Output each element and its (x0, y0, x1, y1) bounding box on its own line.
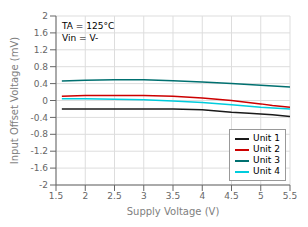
svg-text:1.5: 1.5 (49, 191, 63, 201)
svg-text:-1.2: -1.2 (30, 146, 48, 156)
svg-text:4: 4 (199, 191, 205, 201)
svg-text:-0.8: -0.8 (30, 129, 48, 139)
svg-text:1.2: 1.2 (34, 45, 48, 55)
svg-text:4.5: 4.5 (224, 191, 238, 201)
svg-text:Supply Voltage (V): Supply Voltage (V) (127, 206, 220, 217)
svg-text:3.5: 3.5 (166, 191, 180, 201)
svg-text:1.6: 1.6 (34, 28, 49, 38)
svg-text:-2: -2 (39, 180, 48, 190)
svg-text:2: 2 (82, 191, 88, 201)
svg-text:0: 0 (42, 96, 48, 106)
html-text:Vin = V-: Vin = V- (62, 33, 99, 43)
svg-text:5: 5 (258, 191, 264, 201)
html-text:Unit 2: Unit 2 (253, 144, 280, 154)
svg-text:0.4: 0.4 (34, 79, 49, 89)
svg-text:5.5: 5.5 (283, 191, 297, 201)
html-text:Unit 4: Unit 4 (253, 166, 280, 176)
svg-text:2: 2 (42, 11, 48, 21)
html-text:Unit 3: Unit 3 (253, 155, 280, 165)
svg-text:2.5: 2.5 (107, 191, 121, 201)
svg-text:0.8: 0.8 (34, 62, 49, 72)
svg-text:-0.4: -0.4 (30, 113, 48, 123)
svg-text:-1.6: -1.6 (30, 163, 48, 173)
html-text:Unit 1: Unit 1 (253, 133, 280, 143)
svg-text:3: 3 (141, 191, 147, 201)
svg-text:Input Offset Voltage (mV): Input Offset Voltage (mV) (9, 37, 20, 164)
html-text:TA = 125°C: TA = 125°C (62, 21, 115, 31)
